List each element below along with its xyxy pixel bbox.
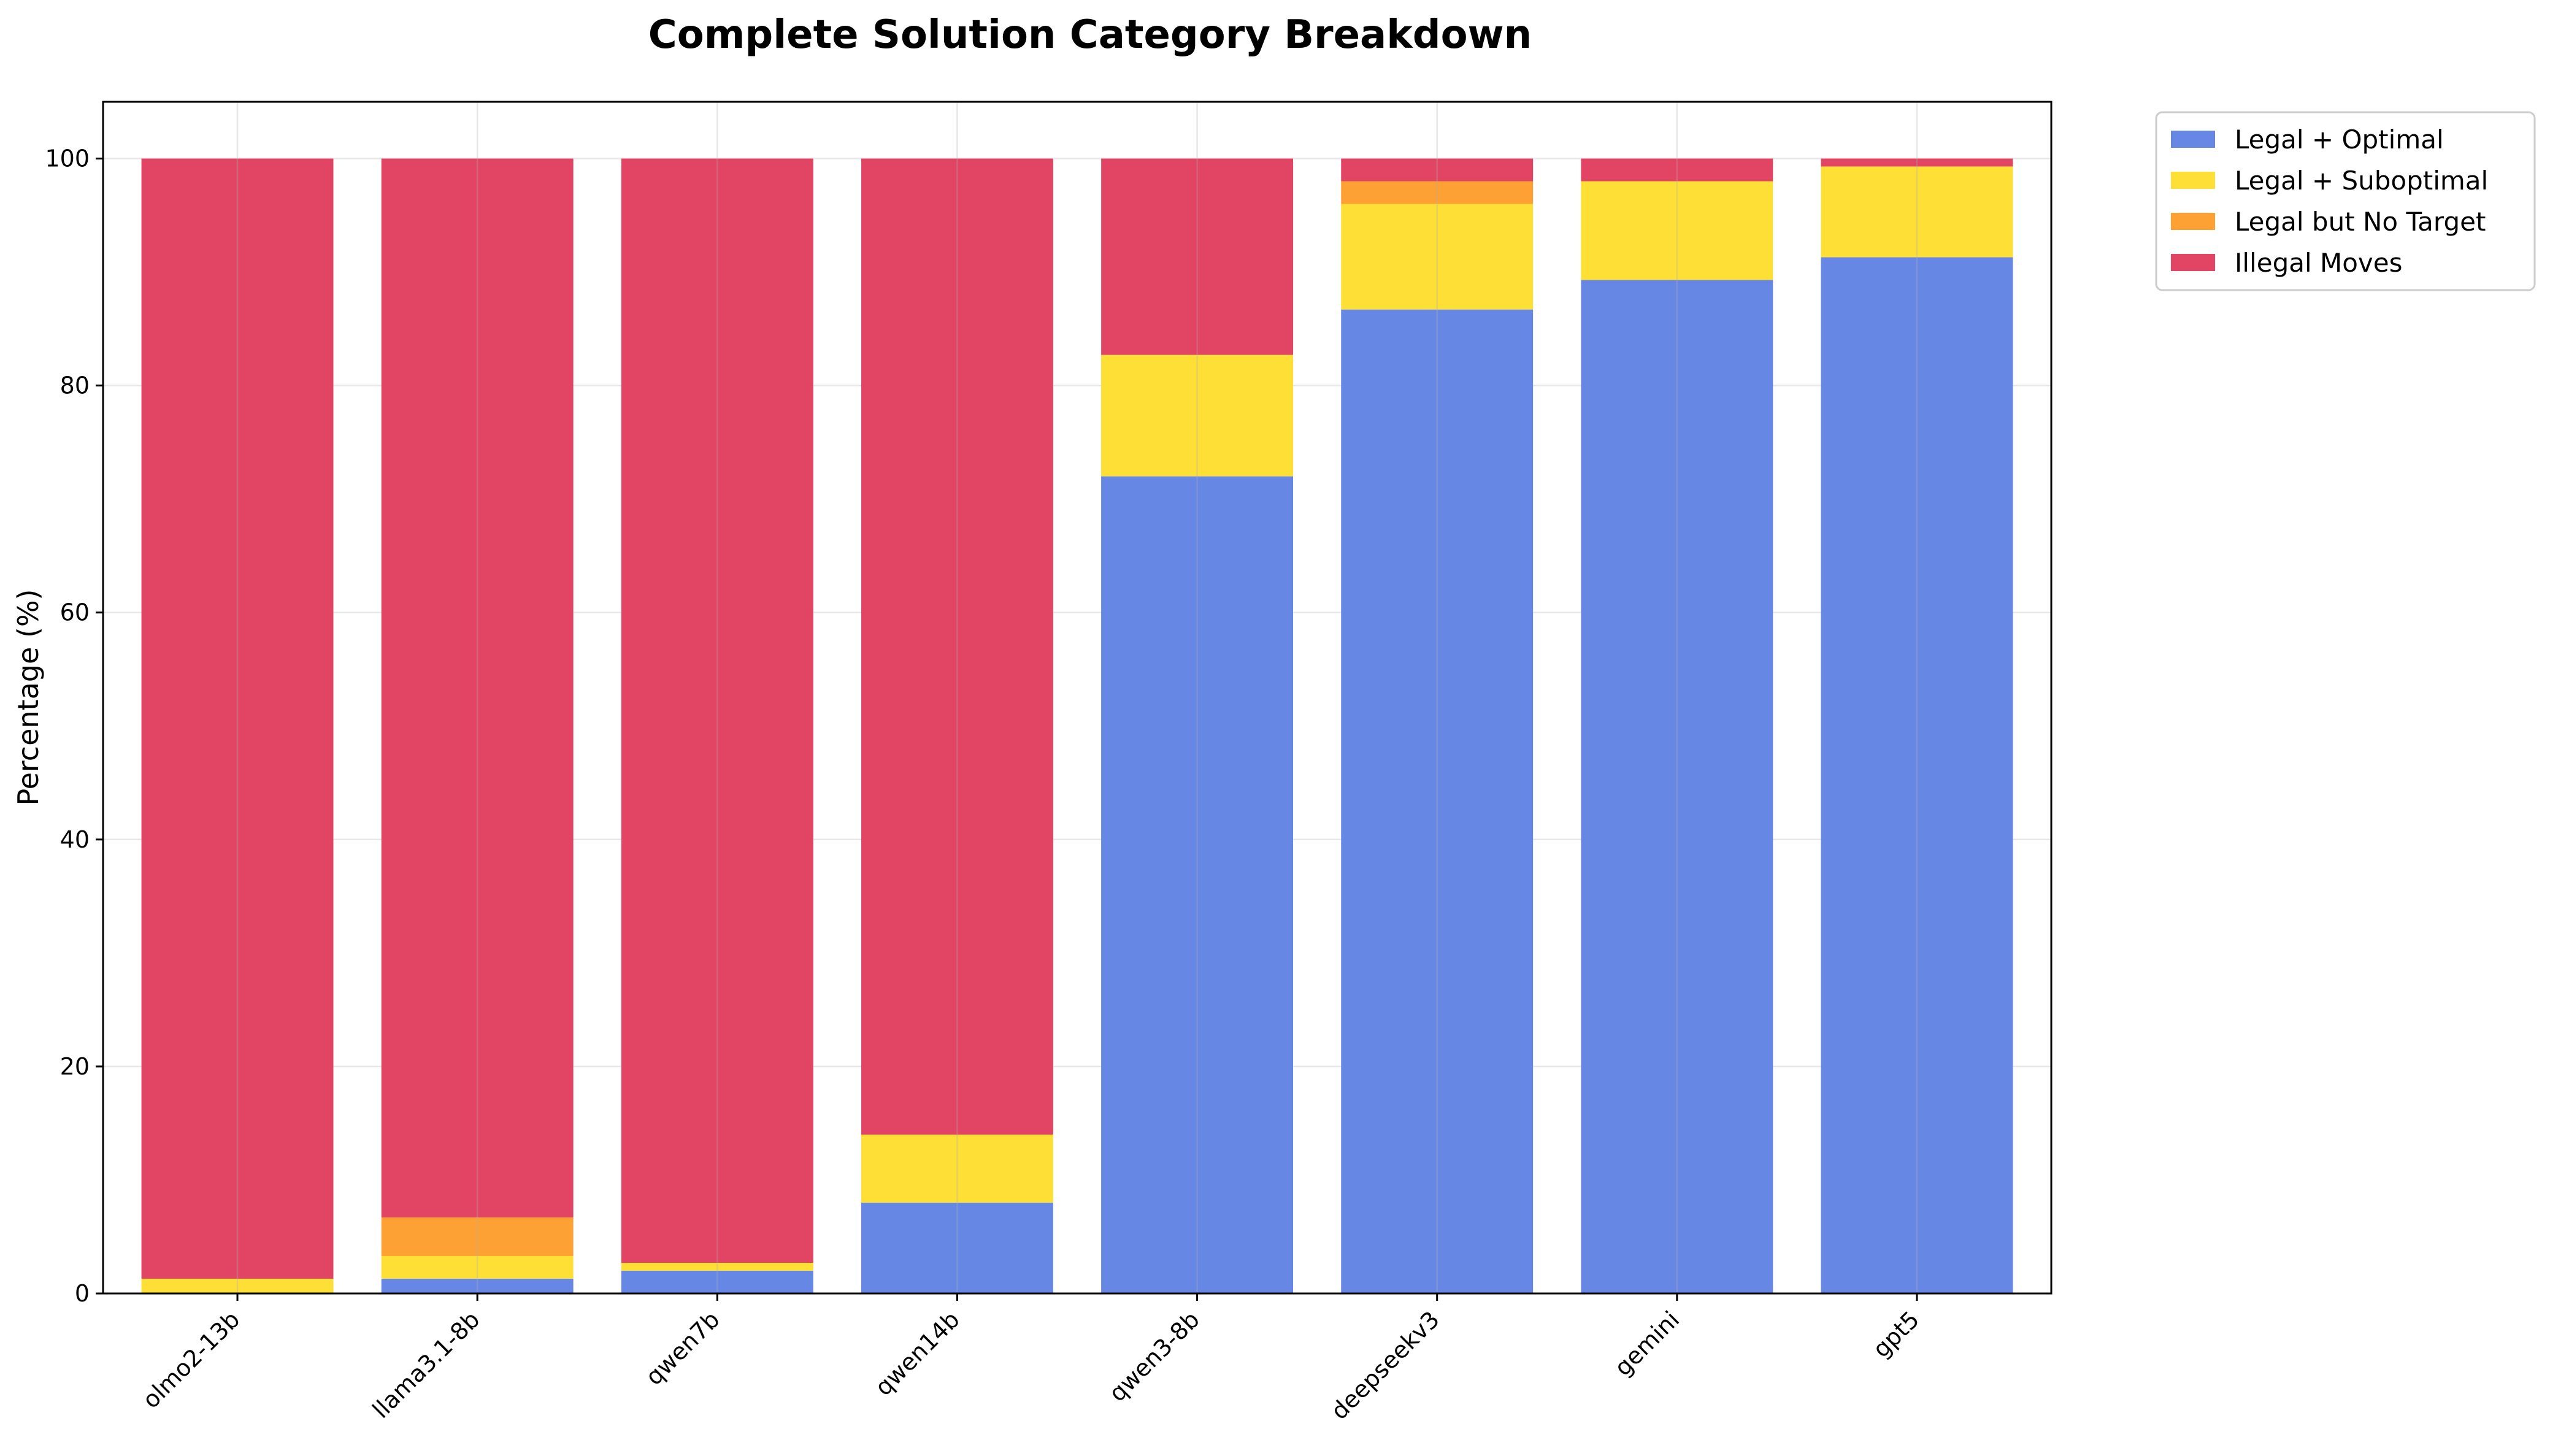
bar-segment bbox=[141, 1278, 334, 1293]
bar-segment bbox=[861, 1134, 1053, 1203]
y-tick-label: 100 bbox=[45, 145, 90, 172]
legend-swatch bbox=[2171, 131, 2215, 148]
bar-segment bbox=[1101, 158, 1294, 355]
legend-frame bbox=[2155, 111, 2536, 291]
bar-segment bbox=[861, 1202, 1053, 1293]
bar-segment bbox=[381, 1255, 574, 1279]
x-grid-lines bbox=[236, 102, 1918, 1293]
legend-swatch bbox=[2171, 213, 2215, 230]
bar-segment bbox=[1341, 204, 1534, 310]
bar-segment bbox=[1821, 158, 2013, 167]
bar-segment bbox=[1821, 166, 2013, 258]
y-axis-label: Percentage (%) bbox=[12, 589, 45, 806]
legend-label: Legal + Suboptimal bbox=[2235, 166, 2488, 196]
legend-label: Illegal Moves bbox=[2235, 248, 2403, 278]
bar-segment bbox=[1581, 181, 1773, 280]
bar-segment bbox=[1341, 309, 1534, 1293]
legend-label: Legal but No Target bbox=[2235, 207, 2486, 237]
bar-segment bbox=[1341, 181, 1534, 204]
bar-segment bbox=[621, 1270, 813, 1293]
bar-segment bbox=[621, 158, 813, 1263]
bar-segment bbox=[1581, 158, 1773, 182]
bar-segment bbox=[1581, 280, 1773, 1293]
bar-segment bbox=[381, 158, 574, 1218]
legend-swatch bbox=[2171, 254, 2215, 271]
bar-segment bbox=[1101, 354, 1294, 477]
chart-title: Complete Solution Category Breakdown bbox=[648, 12, 1532, 58]
bar-segment bbox=[621, 1263, 813, 1271]
bar-segment bbox=[381, 1278, 574, 1293]
bar-segment bbox=[381, 1217, 574, 1256]
y-tick-label: 40 bbox=[60, 826, 90, 853]
y-tick-label: 60 bbox=[60, 599, 90, 626]
bar-segment bbox=[861, 158, 1053, 1135]
bar-segment bbox=[141, 158, 334, 1279]
bar-segment bbox=[1101, 476, 1294, 1293]
plot-area-frame bbox=[102, 101, 2053, 1295]
legend-swatch bbox=[2171, 172, 2215, 189]
y-tick-label: 20 bbox=[60, 1053, 90, 1080]
legend-label: Legal + Optimal bbox=[2235, 125, 2444, 155]
legend: Legal + Optimal Legal + Suboptimal Legal b… bbox=[2155, 111, 2536, 291]
bar-segment bbox=[1821, 257, 2013, 1293]
bars bbox=[141, 158, 2013, 1293]
y-tick-label: 0 bbox=[75, 1280, 90, 1307]
y-axis-ticks: 0 20 40 60 80 100 bbox=[45, 145, 103, 1307]
y-tick-label: 80 bbox=[60, 372, 90, 399]
bar-segment bbox=[1341, 158, 1534, 182]
